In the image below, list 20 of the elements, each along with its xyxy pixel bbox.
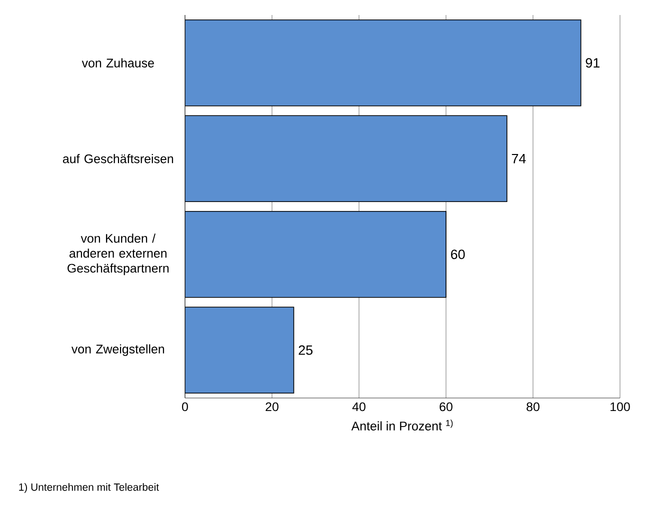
- data-label: 91: [586, 58, 600, 68]
- x-axis-title: Anteil in Prozent $^{1)}$: [351, 420, 453, 430]
- x-tick-label: 100: [610, 402, 630, 412]
- x-tick-label: 60: [440, 402, 452, 412]
- x-tick-label: 80: [526, 402, 540, 412]
- bar: [185, 19, 582, 106]
- y-tick-label: von Kunden / anderen externen Geschäftspartnern: [68, 234, 169, 276]
- x-tick-label: 20: [266, 402, 278, 412]
- bar: [185, 306, 294, 394]
- y-tick-label: auf Geschäftsreisen: [62, 154, 174, 164]
- y-tick-label: von Zuhause: [82, 58, 154, 68]
- data-label: 60: [451, 250, 465, 260]
- x-tick-label: 0: [182, 402, 188, 412]
- x-tick-label: 40: [352, 402, 366, 412]
- text: 1) Unternehmen mit Telearbeit: [19, 483, 159, 493]
- bar: [185, 115, 508, 202]
- bar: [185, 210, 446, 298]
- data-label: 74: [512, 154, 526, 164]
- data-label: 25: [298, 345, 312, 355]
- y-tick-label: von Zweigstellen: [71, 344, 164, 356]
